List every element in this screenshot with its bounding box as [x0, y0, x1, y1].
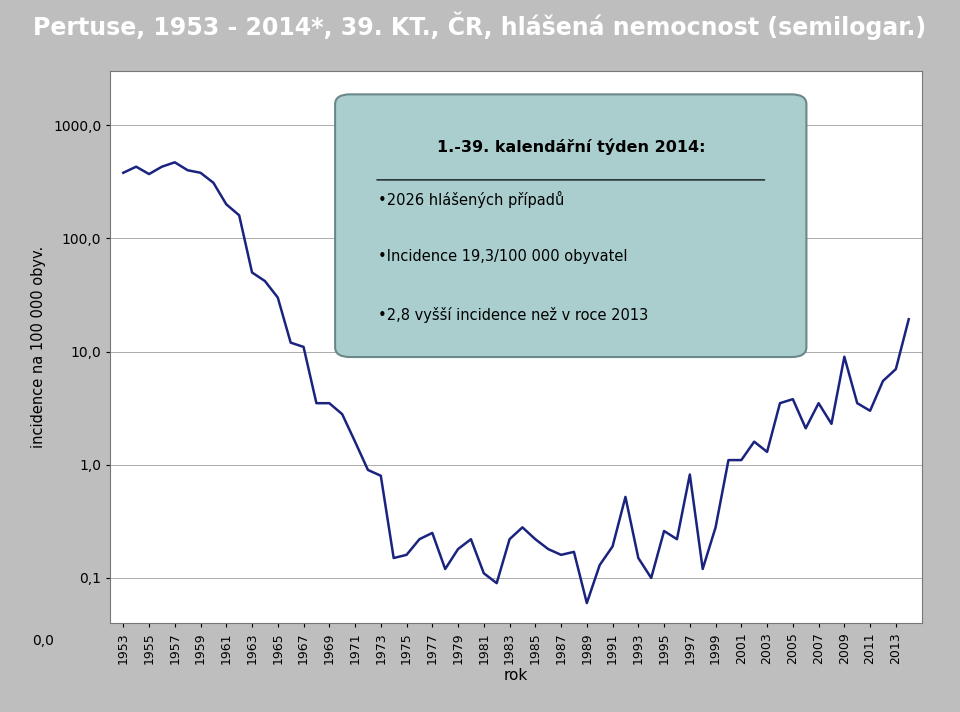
Text: 0,0: 0,0 [32, 634, 54, 648]
Text: •2026 hlášených případů: •2026 hlášených případů [378, 191, 564, 208]
FancyBboxPatch shape [335, 95, 806, 357]
Text: •2,8 vyšší incidence než v roce 2013: •2,8 vyšší incidence než v roce 2013 [378, 307, 648, 323]
Text: Pertuse, 1953 - 2014*, 39. KT., ČR, hlášená nemocnost (semilogar.): Pertuse, 1953 - 2014*, 39. KT., ČR, hláš… [34, 11, 926, 40]
Y-axis label: incidence na 100 000 obyv.: incidence na 100 000 obyv. [31, 246, 46, 449]
X-axis label: rok: rok [504, 668, 528, 683]
Text: 1.-39. kalendářní týden 2014:: 1.-39. kalendářní týden 2014: [437, 139, 705, 155]
Text: •Incidence 19,3/100 000 obyvatel: •Incidence 19,3/100 000 obyvatel [378, 249, 628, 264]
